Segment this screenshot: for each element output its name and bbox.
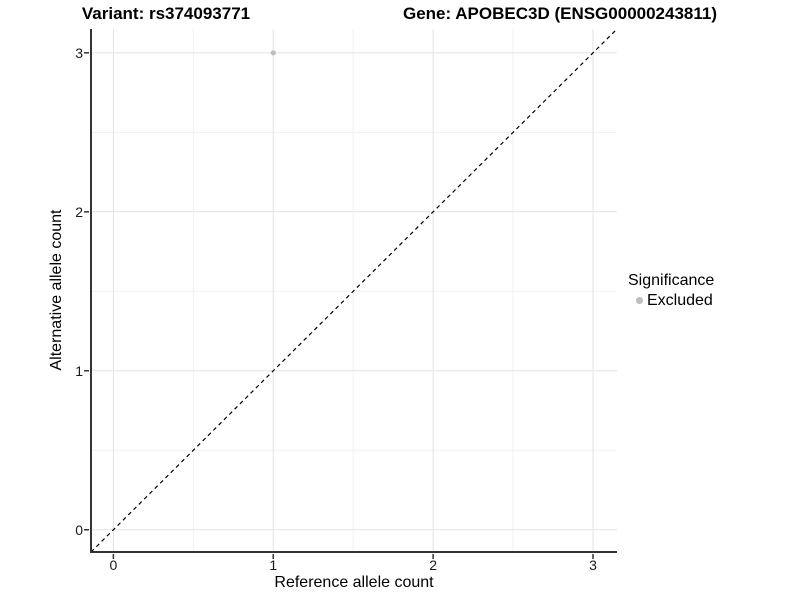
y-tick-label: 1 — [75, 362, 83, 379]
legend-point-icon — [636, 297, 643, 304]
x-axis-title: Reference allele count — [274, 574, 434, 591]
legend-title: Significance — [628, 272, 715, 289]
legend-item-label: Excluded — [647, 292, 713, 309]
x-tick-label: 3 — [589, 557, 597, 573]
legend-item-excluded: Excluded — [628, 291, 714, 310]
x-tick-label: 0 — [109, 557, 118, 573]
y-tick-label: 0 — [75, 521, 83, 538]
plot-title-gene: Gene: APOBEC3D (ENSG00000243811) — [402, 4, 718, 23]
y-tick-label: 3 — [75, 44, 83, 61]
x-tick-label: 1 — [269, 557, 278, 573]
identity-dashed-line — [90, 28, 618, 553]
plot-panel — [84, 28, 618, 559]
plot-title-variant: Variant: rs374093771 — [81, 4, 251, 23]
data-point — [270, 50, 276, 56]
y-tick-label: 2 — [75, 203, 83, 220]
plot-area-svg — [84, 28, 618, 559]
y-axis-title: Alternative allele count — [48, 209, 65, 371]
legend: Significance Excluded — [628, 271, 714, 310]
x-tick-label: 2 — [429, 557, 438, 573]
